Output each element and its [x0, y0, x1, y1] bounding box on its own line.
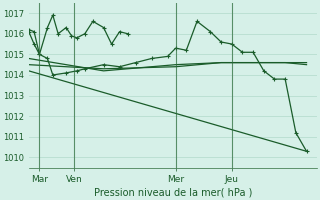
X-axis label: Pression niveau de la mer( hPa ): Pression niveau de la mer( hPa ) — [94, 187, 252, 197]
